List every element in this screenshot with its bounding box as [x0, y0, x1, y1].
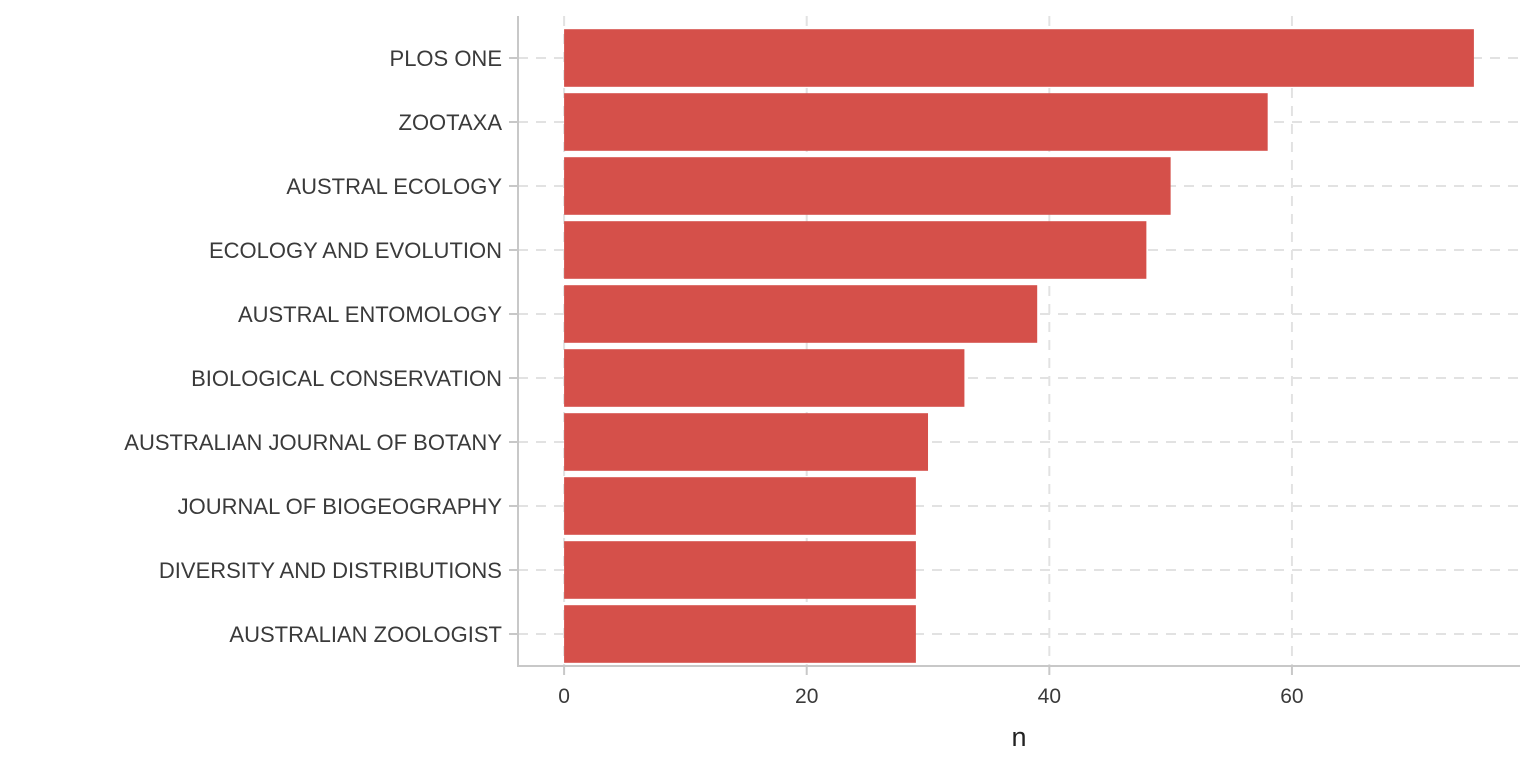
y-tick-label: AUSTRALIAN ZOOLOGIST: [229, 622, 502, 647]
y-tick-label: ZOOTAXA: [399, 110, 503, 135]
y-tick-label: ECOLOGY AND EVOLUTION: [209, 238, 502, 263]
x-axis-title: n: [1011, 722, 1026, 752]
y-tick-label: DIVERSITY AND DISTRIBUTIONS: [159, 558, 502, 583]
bar: [564, 221, 1147, 279]
y-tick-label: AUSTRAL ECOLOGY: [286, 174, 502, 199]
bar: [564, 157, 1171, 215]
bar: [564, 29, 1474, 87]
x-tick-label: 60: [1280, 685, 1303, 708]
bar: [564, 285, 1038, 343]
x-tick-label: 40: [1038, 685, 1061, 708]
y-tick-label: AUSTRALIAN JOURNAL OF BOTANY: [124, 430, 502, 455]
x-tick-label: 0: [558, 685, 570, 708]
y-tick-label: AUSTRAL ENTOMOLOGY: [238, 302, 502, 327]
bar: [564, 349, 965, 407]
x-tick-label: 20: [795, 685, 818, 708]
y-tick-label: JOURNAL OF BIOGEOGRAPHY: [178, 494, 503, 519]
bar-layer: [564, 29, 1474, 663]
bar: [564, 605, 916, 663]
label-layer: PLOS ONE ZOOTAXA AUSTRAL ECOLOGY ECOLOGY AN…: [124, 46, 1303, 708]
y-tick-label: BIOLOGICAL CONSERVATION: [191, 366, 502, 391]
bar: [564, 477, 916, 535]
bar: [564, 93, 1268, 151]
axis-layer: [509, 16, 1520, 675]
bar: [564, 413, 929, 471]
bar: [564, 541, 916, 599]
y-tick-label: PLOS ONE: [390, 46, 502, 71]
